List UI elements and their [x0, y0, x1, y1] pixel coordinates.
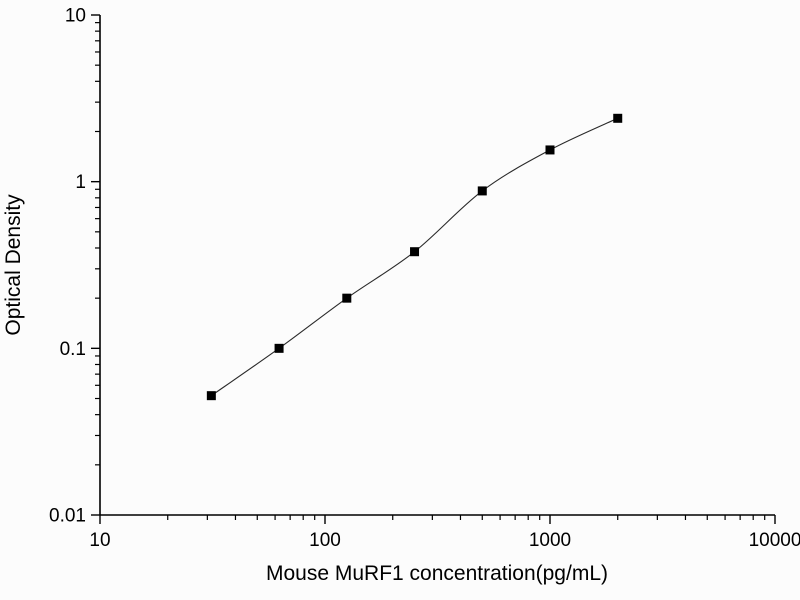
fit-curve: [211, 117, 618, 397]
data-point: [342, 293, 352, 303]
y-tick-label: 0.01: [49, 506, 86, 527]
data-point: [410, 247, 420, 257]
y-tick-label: 0.1: [60, 339, 86, 360]
x-tick-label: 10000: [749, 530, 800, 551]
x-tick-label: 10: [89, 530, 110, 551]
y-tick-label: 10: [65, 6, 86, 27]
x-tick-label: 1000: [529, 530, 571, 551]
x-axis-label: Mouse MuRF1 concentration(pg/mL): [266, 562, 608, 585]
data-point: [274, 343, 284, 353]
data-point: [545, 145, 555, 155]
data-point: [477, 186, 487, 196]
data-point: [206, 391, 216, 401]
x-tick-label: 100: [309, 530, 341, 551]
y-axis-label: Optical Density: [2, 194, 25, 336]
y-tick-label: 1: [75, 172, 86, 193]
data-point: [613, 113, 623, 123]
